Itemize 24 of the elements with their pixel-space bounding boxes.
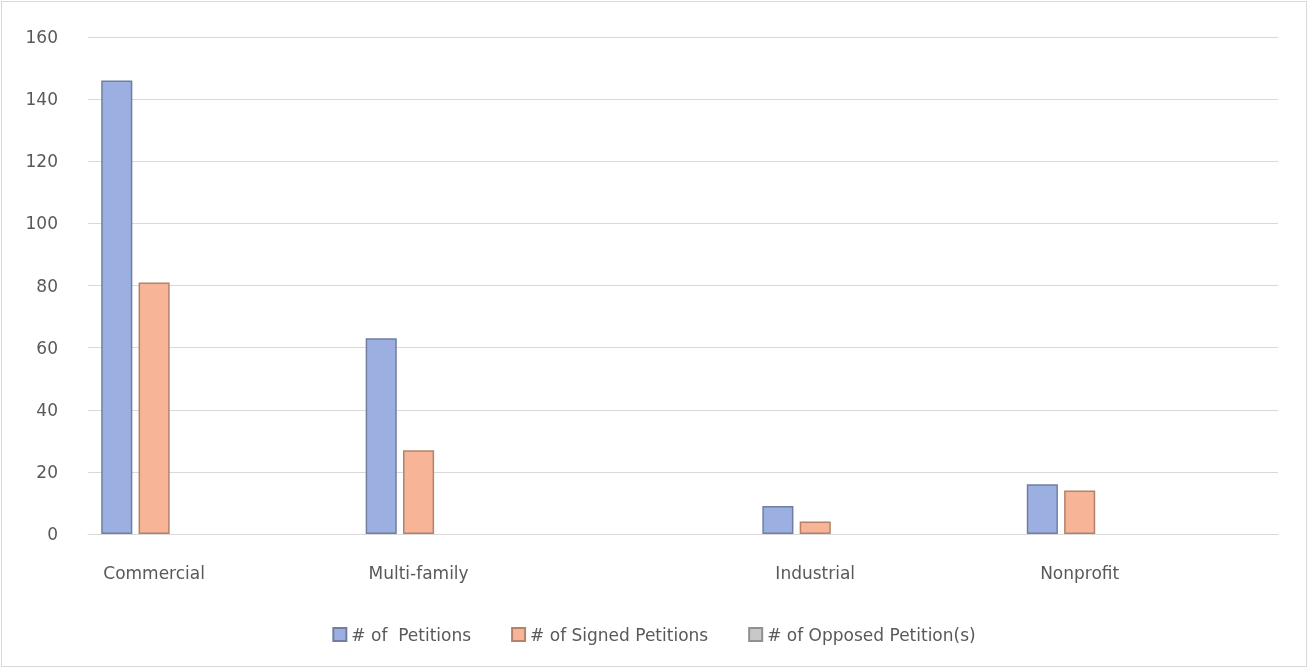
bar: [365, 338, 397, 534]
y-tick-label: 80: [36, 275, 58, 296]
y-tick-label: 140: [25, 89, 58, 110]
y-tick-label: 40: [36, 399, 58, 420]
y-tick-label: 20: [36, 461, 58, 482]
bar: [138, 282, 170, 534]
y-tick-label: 0: [47, 524, 58, 544]
bar: [403, 450, 435, 534]
bar: [762, 506, 794, 534]
y-tick-label: 100: [25, 213, 58, 234]
x-tick-label: Multi-family: [368, 562, 469, 583]
x-tick-label: Commercial: [103, 562, 205, 583]
legend-label: # of Petitions: [351, 624, 472, 645]
bar: [101, 80, 133, 534]
legend-label: # of Signed Petitions: [530, 624, 709, 645]
legend-label: # of Opposed Petition(s): [767, 624, 976, 645]
y-tick-label: 60: [36, 337, 58, 358]
bar: [799, 521, 831, 534]
y-tick-label: 160: [25, 27, 58, 47]
bar: [1064, 490, 1096, 534]
x-tick-label: Nonprofit: [1040, 562, 1120, 583]
bar: [1026, 484, 1058, 534]
x-tick-label: Industrial: [775, 562, 856, 583]
y-tick-label: 120: [25, 151, 58, 172]
